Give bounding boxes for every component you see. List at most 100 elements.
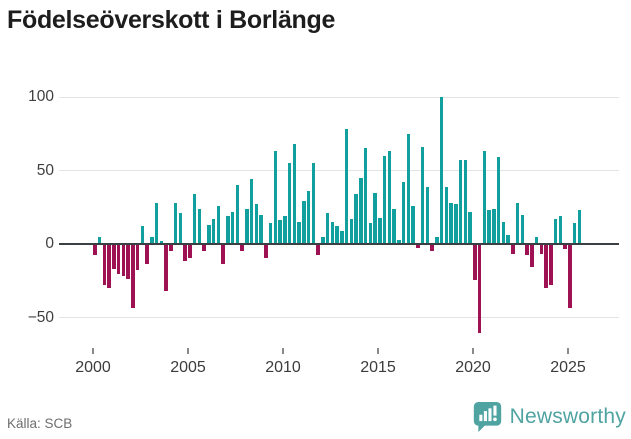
bar-2013-q4[interactable] (354, 194, 358, 244)
bar-2001-q4[interactable] (126, 245, 130, 279)
bar-2020-q1[interactable] (473, 245, 477, 281)
bar-2020-q2[interactable] (477, 245, 482, 334)
bar-2009-q3[interactable] (273, 151, 278, 244)
bar-2023-q3[interactable] (539, 245, 544, 254)
bar-2017-q2[interactable] (420, 146, 425, 244)
bar-2017-q3[interactable] (425, 186, 430, 244)
bar-2012-q2[interactable] (325, 213, 330, 244)
bar-2022-q2[interactable] (515, 202, 520, 244)
bar-2000-q4[interactable] (107, 245, 111, 288)
bar-2018-q4[interactable] (449, 202, 453, 244)
bar-2019-q2[interactable] (458, 160, 463, 244)
bar-2010-q4[interactable] (297, 221, 301, 244)
newsworthy-logo[interactable]: Newsworthy (472, 399, 626, 435)
bar-2011-q3[interactable] (311, 163, 316, 244)
bar-2008-q4[interactable] (259, 214, 263, 244)
bar-2019-q1[interactable] (454, 204, 458, 244)
bar-2025-q3[interactable] (577, 210, 582, 244)
bar-2002-q1[interactable] (131, 245, 135, 309)
bar-2016-q1[interactable] (397, 239, 401, 244)
bar-2001-q3[interactable] (121, 245, 126, 276)
bar-2021-q1[interactable] (492, 208, 496, 244)
bar-2024-q1[interactable] (549, 245, 553, 285)
bar-2023-q4[interactable] (544, 245, 548, 288)
bar-2021-q4[interactable] (506, 235, 510, 244)
bar-2015-q1[interactable] (378, 217, 382, 244)
bar-2007-q4[interactable] (240, 245, 244, 251)
bar-2021-q2[interactable] (496, 157, 501, 244)
bar-2003-q4[interactable] (164, 245, 168, 291)
bar-2008-q1[interactable] (245, 208, 249, 244)
bar-2009-q2[interactable] (268, 223, 273, 244)
bar-2018-q2[interactable] (439, 97, 444, 244)
bar-2013-q3[interactable] (349, 219, 354, 244)
bar-2024-q2[interactable] (553, 219, 558, 244)
bar-2010-q1[interactable] (283, 216, 287, 244)
bar-2001-q2[interactable] (116, 245, 121, 275)
bar-2021-q3[interactable] (501, 221, 506, 244)
bar-2002-q3[interactable] (140, 226, 145, 244)
bar-2022-q3[interactable] (520, 214, 525, 244)
bar-2005-q4[interactable] (202, 245, 206, 251)
bar-2006-q3[interactable] (216, 205, 221, 244)
bar-2006-q2[interactable] (211, 219, 216, 244)
bar-2015-q2[interactable] (382, 155, 387, 244)
bar-2006-q1[interactable] (207, 224, 211, 244)
bar-2009-q1[interactable] (264, 245, 268, 259)
bar-2016-q2[interactable] (401, 182, 406, 244)
bar-2025-q1[interactable] (568, 245, 572, 309)
bar-2005-q3[interactable] (197, 208, 202, 244)
bar-2000-q2[interactable] (97, 236, 102, 244)
bar-2007-q2[interactable] (230, 211, 235, 244)
bar-2009-q4[interactable] (278, 220, 282, 244)
bar-2016-q4[interactable] (411, 205, 415, 244)
bar-2012-q4[interactable] (335, 226, 339, 244)
bar-2015-q3[interactable] (387, 151, 392, 244)
bar-2001-q1[interactable] (112, 245, 116, 269)
bar-2004-q1[interactable] (169, 245, 173, 251)
bar-2017-q4[interactable] (430, 245, 434, 251)
bar-2003-q2[interactable] (154, 202, 159, 244)
bar-2003-q3[interactable] (159, 241, 164, 244)
bar-2011-q4[interactable] (316, 245, 320, 256)
bar-2018-q1[interactable] (435, 236, 439, 244)
bar-2020-q3[interactable] (482, 151, 487, 244)
bar-2023-q2[interactable] (534, 236, 539, 244)
bar-2018-q3[interactable] (444, 186, 449, 244)
bar-2022-q4[interactable] (525, 245, 529, 256)
bar-2000-q1[interactable] (93, 245, 97, 256)
bar-2014-q2[interactable] (363, 148, 368, 244)
bar-2023-q1[interactable] (530, 245, 534, 268)
bar-2015-q4[interactable] (392, 208, 396, 244)
bar-2019-q3[interactable] (463, 160, 468, 244)
bar-2007-q3[interactable] (235, 185, 240, 244)
bar-2017-q1[interactable] (416, 245, 420, 248)
bar-2012-q1[interactable] (321, 236, 325, 244)
bar-2007-q1[interactable] (226, 216, 230, 244)
bar-2002-q2[interactable] (135, 245, 140, 270)
bar-2013-q2[interactable] (344, 129, 349, 244)
bar-2010-q3[interactable] (292, 144, 297, 244)
bar-2004-q4[interactable] (183, 245, 187, 262)
bar-2004-q3[interactable] (178, 213, 183, 244)
bar-2014-q3[interactable] (368, 223, 373, 244)
bar-2014-q4[interactable] (373, 192, 377, 244)
bar-2016-q3[interactable] (406, 133, 411, 244)
bar-2005-q1[interactable] (188, 245, 192, 259)
bar-2008-q2[interactable] (249, 179, 254, 244)
bar-2019-q4[interactable] (468, 211, 472, 244)
bar-2010-q2[interactable] (287, 163, 292, 244)
bar-2002-q4[interactable] (145, 245, 149, 265)
bar-2025-q2[interactable] (572, 223, 577, 244)
bar-2011-q1[interactable] (302, 201, 306, 244)
bar-2012-q3[interactable] (330, 221, 335, 244)
bar-2005-q2[interactable] (192, 194, 197, 244)
bar-2000-q3[interactable] (102, 245, 107, 285)
bar-2008-q3[interactable] (254, 204, 259, 244)
bar-2003-q1[interactable] (150, 236, 154, 244)
bar-2022-q1[interactable] (511, 245, 515, 254)
bar-2006-q4[interactable] (221, 245, 225, 265)
bar-2013-q1[interactable] (340, 230, 344, 244)
bar-2020-q4[interactable] (487, 210, 491, 244)
bar-2011-q2[interactable] (306, 191, 311, 244)
